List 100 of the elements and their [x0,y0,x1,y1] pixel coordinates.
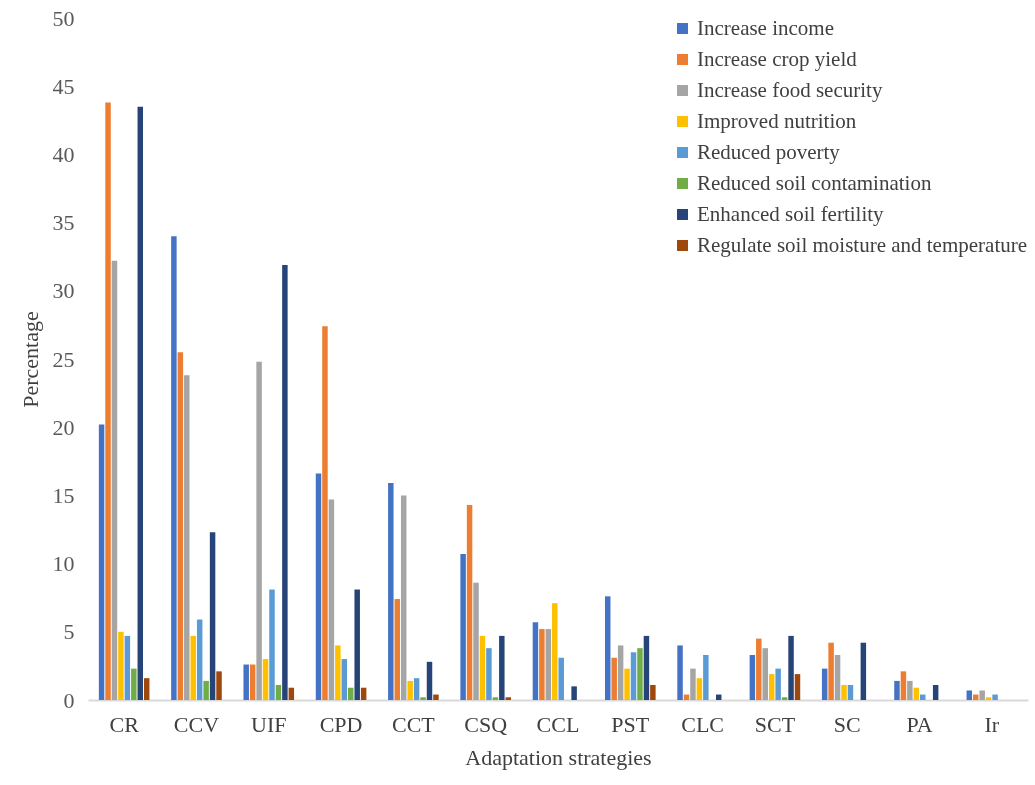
legend-label: Improved nutrition [697,108,857,133]
bar [426,661,433,700]
bar [111,260,118,700]
bar [413,678,420,700]
bar [992,694,998,700]
legend-label: Reduced soil contamination [697,170,932,195]
bar [643,635,650,700]
bar [479,635,486,700]
x-tick-label: CR [109,711,140,737]
bar [98,424,105,700]
bar [630,652,637,700]
legend-label: Increase income [697,15,835,40]
bar [677,645,683,700]
bar [828,642,834,700]
bar [966,690,973,700]
bar [466,504,473,700]
bar [341,659,348,700]
bar [262,659,269,700]
bar [788,635,794,700]
bar [624,668,630,700]
bar [256,361,262,700]
bar [499,635,505,700]
bar [400,495,407,700]
bar [690,668,696,700]
x-tick-label: CLC [681,711,725,737]
bar [834,654,841,700]
bar [650,685,656,700]
y-tick-label: 30 [52,278,75,304]
bar [532,622,539,700]
bar [505,697,511,700]
bar [703,654,709,700]
bar [762,648,768,700]
x-tick-label: PST [611,711,650,737]
x-tick-label: CSQ [464,711,508,737]
bar [118,631,124,700]
legend-label: Increase crop yield [697,46,858,71]
bar [841,685,847,700]
bar [979,690,985,700]
y-tick-label: 0 [63,687,75,713]
bar [328,499,335,700]
bar [407,680,413,700]
legend-label: Increase food security [697,77,883,102]
bar [611,657,617,700]
bar [124,635,131,700]
bar [360,687,367,700]
bar [749,654,756,700]
bar [388,483,394,700]
bar [932,685,939,700]
bar [177,352,184,700]
bar [558,657,564,700]
bar [460,554,466,700]
bar [143,678,150,700]
bar [131,668,137,700]
x-tick-label: CCV [173,711,220,737]
bar [794,674,801,700]
bar [354,589,360,700]
y-tick-label: 15 [52,482,75,508]
bar [696,678,703,700]
bar [282,264,288,700]
y-tick-label: 20 [52,414,75,440]
bar [433,694,439,700]
bar [571,686,577,700]
legend-label: Reduced poverty [697,139,841,164]
bar [913,687,920,700]
x-tick-label: SCT [754,711,796,737]
bar [860,642,867,700]
bar [171,236,177,700]
bar [756,638,762,700]
bar [768,674,775,700]
bar [894,680,900,700]
bar [269,589,275,700]
bar [545,629,552,700]
x-tick-label: CCL [536,711,580,737]
y-axis-title: Percentage [17,311,43,408]
bar [920,694,926,700]
bar [184,375,190,700]
bar [486,648,492,700]
bar [492,697,499,700]
bar [216,671,222,700]
y-tick-label: 40 [52,141,75,167]
bar [900,671,907,700]
bar [605,596,611,700]
x-tick-label: CPD [319,711,363,737]
bar [315,473,322,700]
bar [203,680,209,700]
x-axis-title: Adaptation strategies [465,744,652,770]
bar [617,645,624,700]
bar [275,685,282,700]
y-tick-label: 45 [52,73,75,99]
x-tick-label: Ir [984,711,1000,737]
bar [552,603,558,700]
bar [137,106,144,700]
bar [243,664,249,700]
bar [249,664,256,700]
bar [196,619,203,700]
bar [288,687,295,700]
bar [348,687,354,700]
bar [473,582,479,700]
bar [821,668,828,700]
x-tick-label: SC [833,711,861,737]
